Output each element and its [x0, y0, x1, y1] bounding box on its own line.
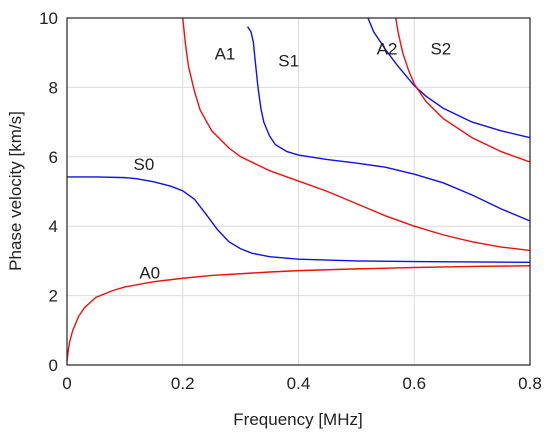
- series-line-a1: [182, 17, 531, 252]
- grid-lines: [67, 18, 530, 365]
- x-axis-label: Frequency [MHz]: [233, 410, 362, 429]
- series-curves: [66, 17, 531, 362]
- curve-label-s0: S0: [134, 155, 155, 174]
- tick-labels: 0 0.2 0.4 0.6 0.8 0 2 4 6 8 10: [39, 9, 542, 393]
- x-tick-label: 0.6: [402, 374, 426, 393]
- curve-label-s1: S1: [278, 52, 299, 71]
- x-tick-label: 0: [62, 374, 71, 393]
- curve-labels: A0 S0 A1 S1 A2 S2: [134, 39, 452, 282]
- y-tick-label: 0: [49, 356, 58, 375]
- y-tick-label: 10: [39, 9, 58, 28]
- series-line-a2: [367, 17, 531, 139]
- series-line-s2: [395, 17, 531, 163]
- curve-label-a2: A2: [377, 39, 398, 58]
- y-tick-label: 2: [49, 287, 58, 306]
- y-tick-label: 6: [49, 148, 58, 167]
- curve-label-a1: A1: [215, 45, 236, 64]
- x-tick-label: 0.4: [287, 374, 311, 393]
- x-tick-label: 0.2: [171, 374, 195, 393]
- y-axis-label: Phase velocity [km/s]: [6, 111, 25, 271]
- y-tick-label: 4: [49, 217, 58, 236]
- series-line-s0: [67, 176, 531, 263]
- plot-frame: [66, 17, 531, 366]
- curve-label-a0: A0: [139, 263, 160, 282]
- y-tick-label: 8: [49, 78, 58, 97]
- curve-label-s2: S2: [430, 39, 451, 58]
- series-line-s1: [246, 26, 531, 222]
- series-line-a0: [66, 265, 531, 362]
- x-tick-label: 0.8: [518, 374, 542, 393]
